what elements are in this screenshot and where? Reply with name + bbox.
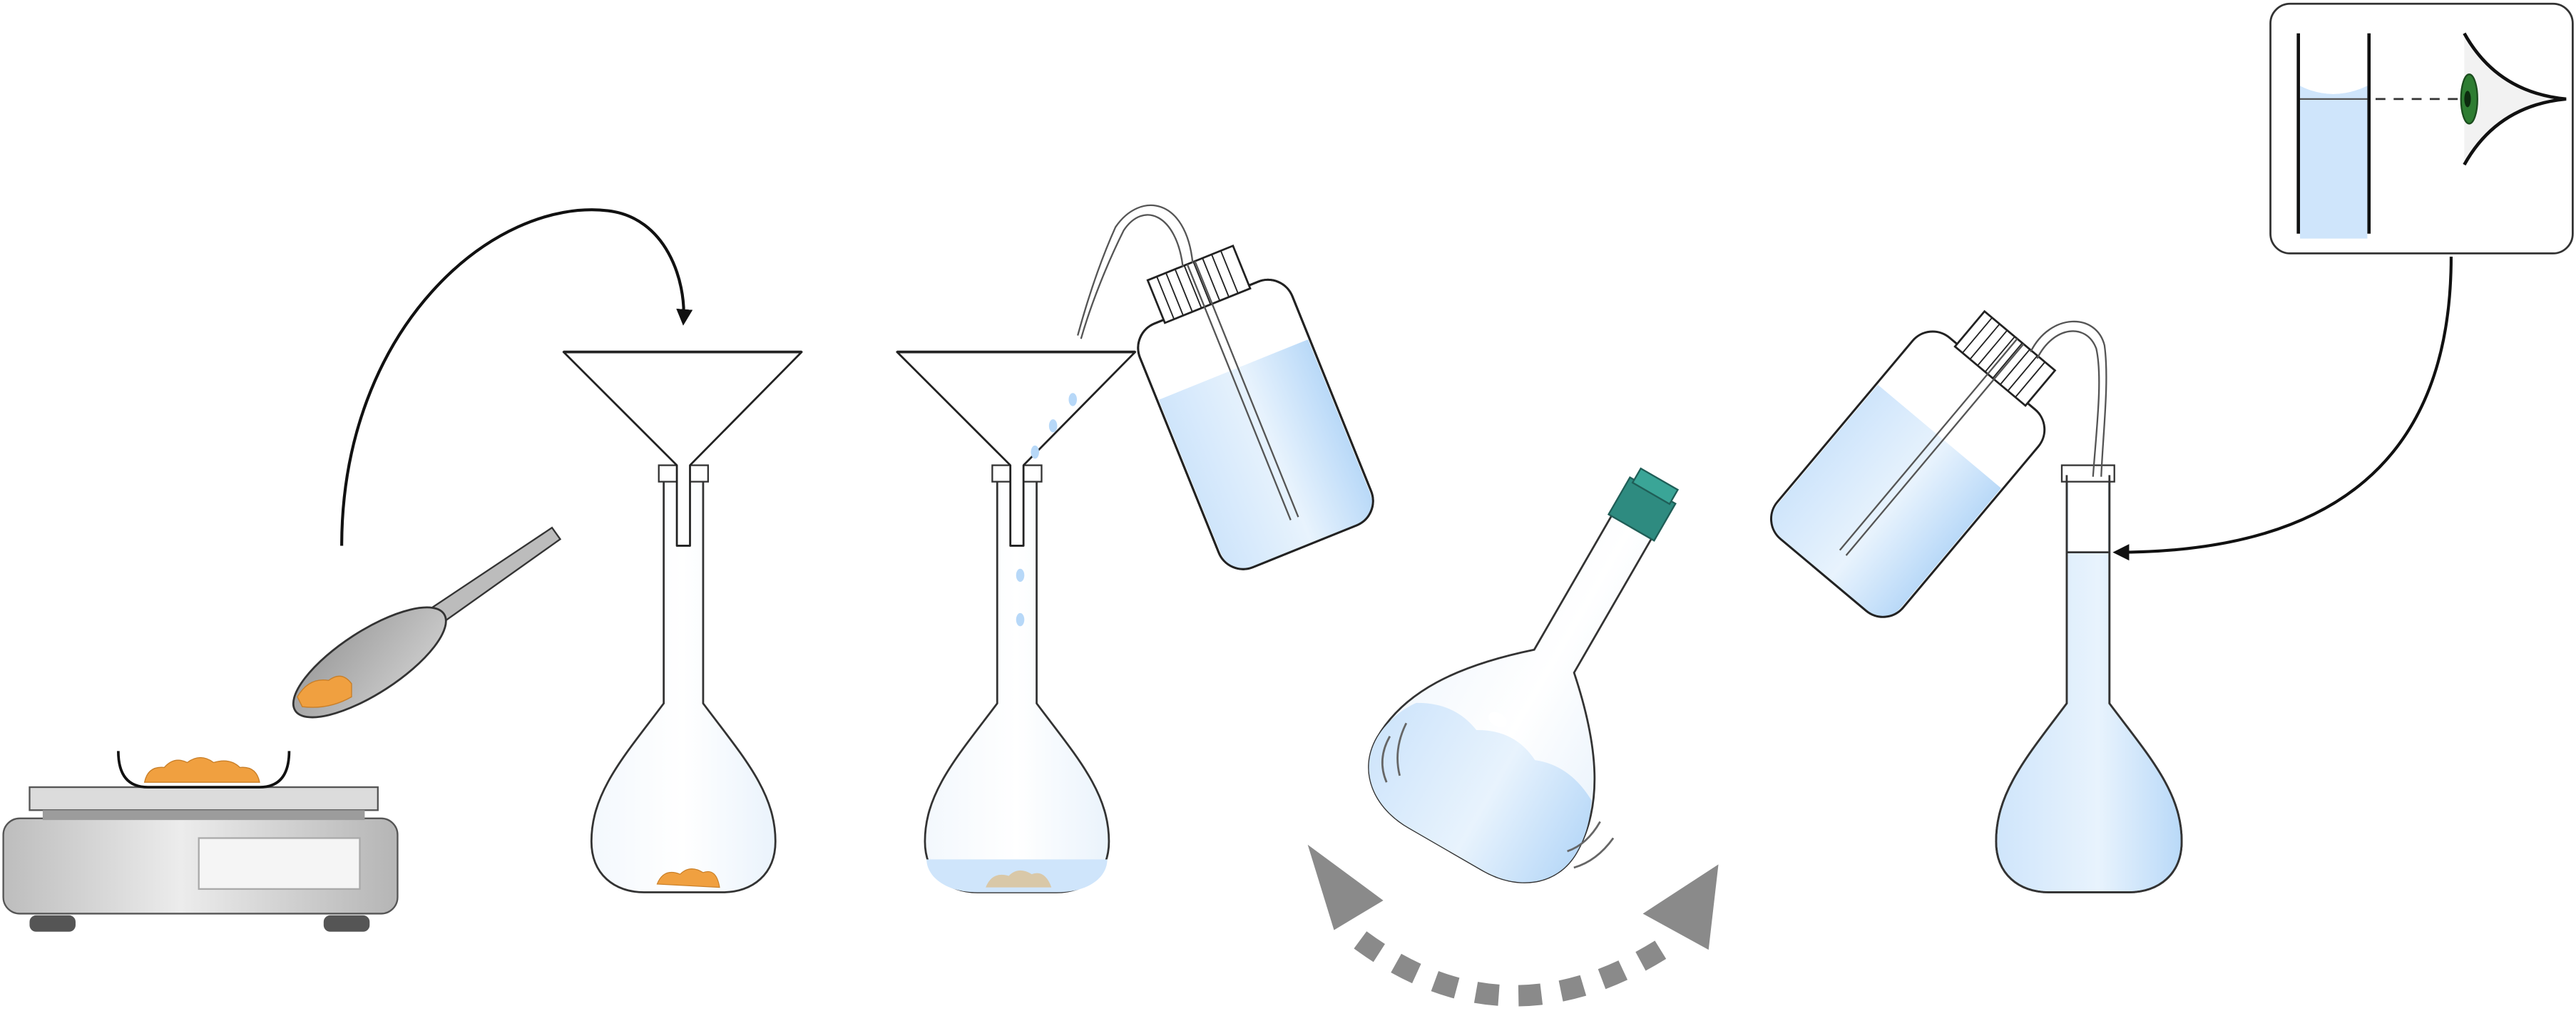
spatula-icon: [292, 526, 562, 719]
volumetric-flask-icon: [590, 464, 777, 893]
balance-icon: [2, 786, 399, 932]
funnel-icon: [562, 350, 803, 547]
weighing-boat-icon: [117, 751, 291, 789]
transfer-arrow-icon: [340, 208, 693, 546]
wash-bottle-icon: [1137, 244, 1374, 570]
wash-bottle-tube: [1077, 204, 1194, 339]
inset-pointer-arrow: [2112, 257, 2453, 561]
balance-display: [198, 837, 361, 891]
volumetric-flask-icon: [1995, 464, 2183, 893]
eye-icon: [2460, 32, 2567, 166]
funnel-icon: [896, 350, 1137, 547]
volumetric-flask-icon: [924, 464, 1110, 893]
stoppered-flask-icon: [1368, 467, 1680, 883]
motion-lines: [1381, 722, 1615, 869]
meniscus-inset-icon: [2269, 2, 2574, 255]
wash-bottle-icon: [1769, 309, 2057, 618]
solid-sample-icon: [143, 756, 260, 783]
swirl-arrow-icon: [1307, 844, 1719, 1007]
wash-bottle-tube: [2030, 320, 2107, 477]
